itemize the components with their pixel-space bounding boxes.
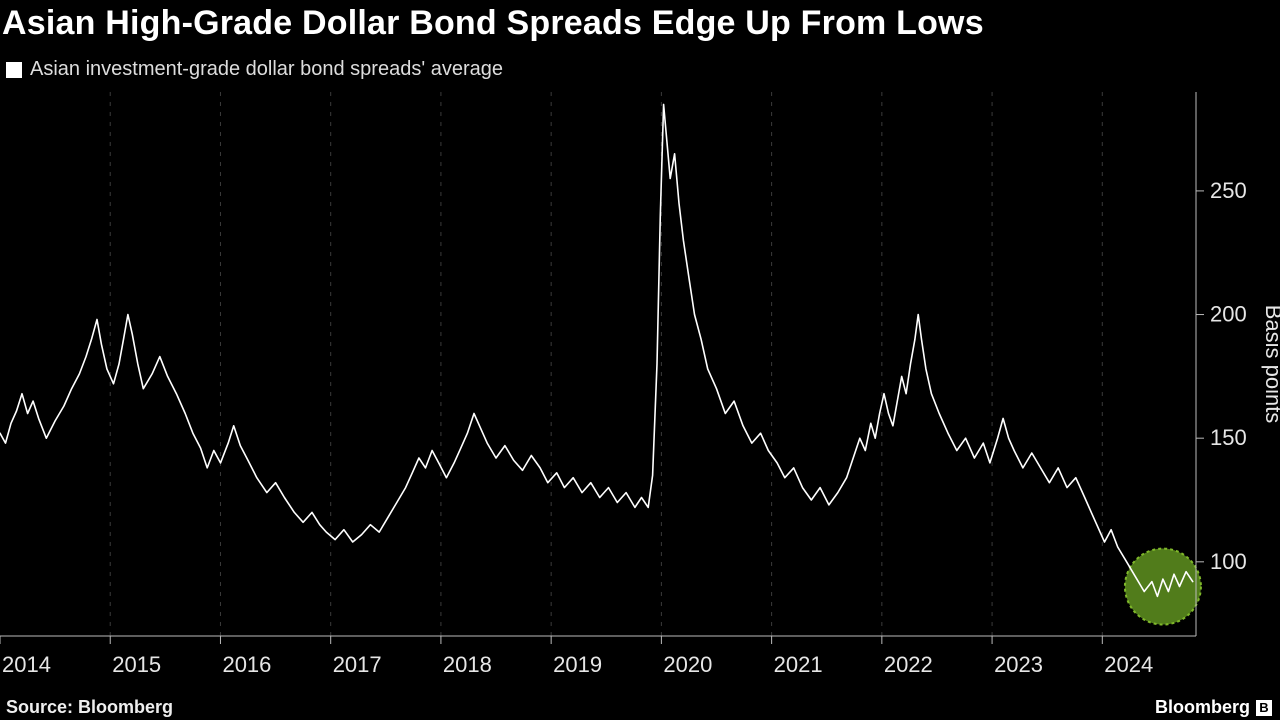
legend-label: Asian investment-grade dollar bond sprea… xyxy=(30,58,503,81)
legend: Asian investment-grade dollar bond sprea… xyxy=(6,58,503,81)
source-text: Source: Bloomberg xyxy=(6,697,173,718)
svg-text:2018: 2018 xyxy=(443,652,492,677)
svg-text:2022: 2022 xyxy=(884,652,933,677)
svg-text:2017: 2017 xyxy=(333,652,382,677)
svg-text:2016: 2016 xyxy=(222,652,271,677)
svg-text:Basis points: Basis points xyxy=(1261,305,1280,424)
legend-swatch xyxy=(6,62,22,78)
brand-text: Bloomberg xyxy=(1155,697,1250,718)
svg-text:100: 100 xyxy=(1210,549,1247,574)
svg-text:2020: 2020 xyxy=(663,652,712,677)
chart-svg: 100 150 200 250 Basis points 2014 2015 2016 2017… xyxy=(0,88,1280,700)
svg-text:2024: 2024 xyxy=(1104,652,1153,677)
chart-root: Asian High-Grade Dollar Bond Spreads Edg… xyxy=(0,0,1280,720)
svg-text:200: 200 xyxy=(1210,302,1247,327)
svg-text:2023: 2023 xyxy=(994,652,1043,677)
svg-text:150: 150 xyxy=(1210,425,1247,450)
svg-text:2015: 2015 xyxy=(112,652,161,677)
svg-text:2014: 2014 xyxy=(2,652,51,677)
svg-text:2019: 2019 xyxy=(553,652,602,677)
brand-icon: B xyxy=(1256,700,1272,716)
svg-text:2021: 2021 xyxy=(774,652,823,677)
chart-area: 100 150 200 250 Basis points 2014 2015 2016 2017… xyxy=(0,88,1280,700)
chart-title: Asian High-Grade Dollar Bond Spreads Edg… xyxy=(0,0,988,43)
brand-label: Bloomberg B xyxy=(1155,697,1272,718)
svg-text:250: 250 xyxy=(1210,178,1247,203)
